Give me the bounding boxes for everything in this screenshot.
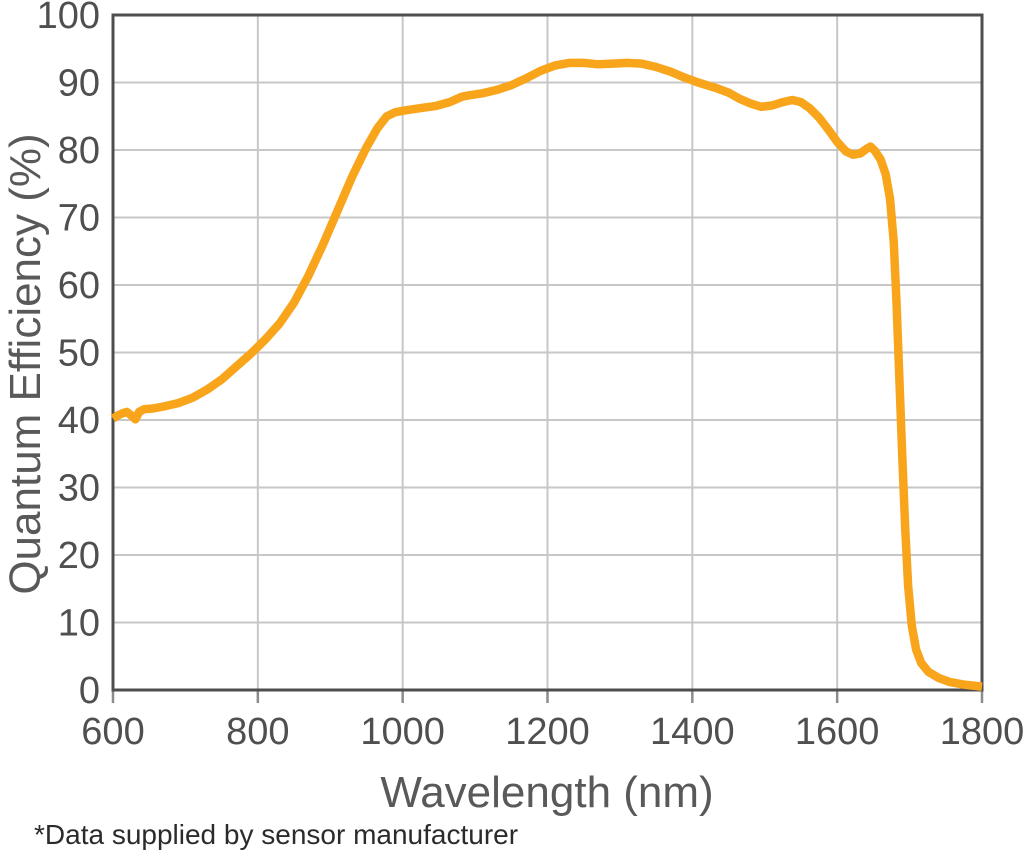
x-tick-labels: 600 800 1000 1200 1400 1600 1800 <box>81 711 1024 753</box>
y-tick-label-90: 90 <box>58 63 100 105</box>
y-tick-label-70: 70 <box>58 198 100 240</box>
x-tick-label-800: 800 <box>226 711 289 753</box>
x-axis-tick-marks <box>111 690 984 703</box>
y-tick-label-10: 10 <box>58 603 100 645</box>
y-tick-label-60: 60 <box>58 265 100 307</box>
plot-border <box>111 13 984 692</box>
gridlines <box>113 15 982 690</box>
y-tick-label-40: 40 <box>58 400 100 442</box>
y-tick-label-0: 0 <box>79 670 100 712</box>
y-tick-label-20: 20 <box>58 535 100 577</box>
y-tick-label-50: 50 <box>58 333 100 375</box>
y-tick-labels: 0 10 20 30 40 50 60 70 80 90 100 <box>37 0 100 712</box>
x-axis-title: Wavelength (nm) <box>380 768 713 817</box>
x-tick-label-1400: 1400 <box>650 711 735 753</box>
x-tick-label-600: 600 <box>81 711 144 753</box>
footnote: *Data supplied by sensor manufacturer <box>34 819 518 850</box>
y-tick-label-100: 100 <box>37 0 100 37</box>
y-axis-title: Quantum Efficiency (%) <box>1 133 50 594</box>
x-tick-label-1600: 1600 <box>795 711 880 753</box>
x-tick-label-1200: 1200 <box>505 711 590 753</box>
x-tick-label-1800: 1800 <box>940 711 1024 753</box>
qe-curve <box>110 58 983 691</box>
x-tick-label-1000: 1000 <box>360 711 445 753</box>
y-tick-label-80: 80 <box>58 130 100 172</box>
y-tick-label-30: 30 <box>58 468 100 510</box>
